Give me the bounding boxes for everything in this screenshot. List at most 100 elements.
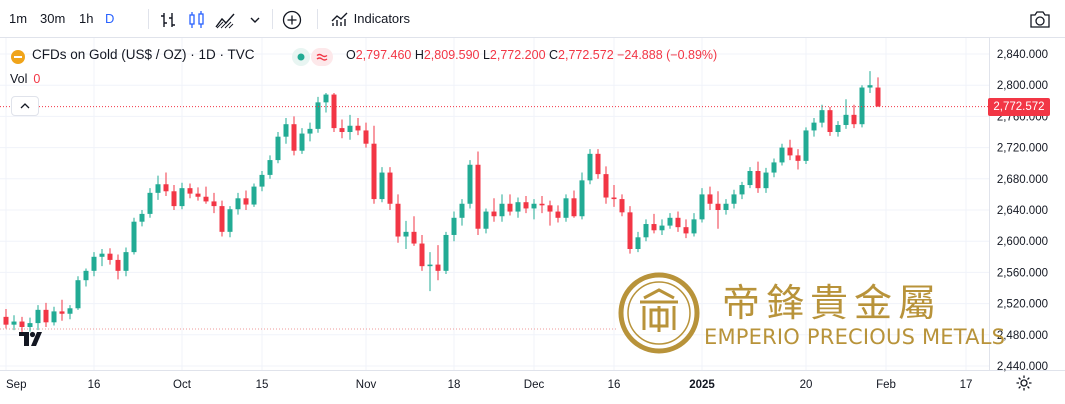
candle-body (595, 153, 601, 175)
candle-body (435, 264, 441, 271)
candle-body (475, 164, 481, 229)
candle-body (771, 162, 777, 173)
time-tick-label: Nov (356, 379, 377, 391)
market-open-indicator[interactable] (292, 48, 310, 66)
candle-body (555, 211, 561, 218)
candle-body (59, 311, 65, 314)
chevron-down-icon[interactable] (244, 9, 266, 31)
price-tick-label: 2,840.000 (997, 49, 1048, 61)
candle-body (387, 172, 393, 204)
price-tick-label: 2,800.000 (997, 80, 1048, 92)
high-value: 2,809.590 (423, 48, 480, 62)
candle-body (227, 209, 233, 232)
symbol-title[interactable]: CFDs on Gold (US$ / OZ) · 1D · TVC (32, 47, 255, 62)
candle-body (523, 202, 529, 209)
volume-legend[interactable]: Vol 0 (10, 72, 40, 86)
price-tick-label: 2,640.000 (997, 205, 1048, 217)
low-label: L (482, 48, 490, 62)
candle-body (355, 125, 361, 131)
toolbar-divider (272, 9, 273, 29)
interval-30m[interactable]: 30m (40, 11, 66, 26)
candle-body (803, 130, 809, 161)
tradingview-logo[interactable] (18, 330, 46, 348)
candle-body (299, 133, 305, 151)
candle-body (99, 253, 105, 257)
candle-body (483, 211, 489, 229)
candle-body (291, 124, 297, 151)
candle-body (67, 308, 73, 314)
candle-body (715, 203, 721, 210)
candle-body (507, 203, 513, 212)
candle-body (35, 309, 41, 324)
candle-body (675, 217, 681, 228)
camera-icon[interactable] (1028, 9, 1052, 31)
candle-body (875, 87, 881, 107)
top-toolbar: 1m 30m 1h D Indicators (0, 0, 1065, 38)
area-style-icon[interactable] (214, 9, 236, 31)
candle-body (115, 259, 121, 271)
candle-body (843, 114, 849, 125)
price-tick-label: 2,440.000 (997, 361, 1048, 373)
candle-body (819, 110, 825, 123)
price-tick-label: 2,480.000 (997, 330, 1048, 342)
delayed-data-badge[interactable] (311, 48, 333, 66)
open-label: O (346, 48, 356, 62)
candle-body (491, 211, 497, 217)
candle-body (195, 193, 201, 197)
candle-body (723, 203, 729, 210)
candle-body (363, 130, 369, 144)
gold-symbol-icon (11, 50, 25, 64)
candle-body (851, 114, 857, 125)
candle-body (379, 172, 385, 200)
emperio-logo-emblem (618, 272, 700, 354)
time-tick-label: 16 (608, 379, 621, 391)
candle-body (339, 128, 345, 132)
interval-1m[interactable]: 1m (9, 11, 28, 26)
interval-d[interactable]: D (105, 11, 115, 26)
price-tick-label: 2,600.000 (997, 236, 1048, 248)
bar-style-icon[interactable] (158, 9, 180, 31)
toolbar-divider (317, 9, 318, 29)
candle-body (467, 164, 473, 204)
time-tick-label: 16 (88, 379, 101, 391)
watermark-english: EMPERIO PRECIOUS METALS (704, 325, 1006, 349)
price-tick-label: 2,520.000 (997, 299, 1048, 311)
low-value: 2,772.200 (489, 48, 546, 62)
candle-body (707, 194, 713, 204)
candle-body (155, 184, 161, 193)
collapse-legend-button[interactable] (11, 96, 39, 116)
close-label: C (549, 48, 559, 62)
candle-body (395, 203, 401, 237)
time-tick-label: 18 (448, 379, 461, 391)
indicators-label: Indicators (353, 11, 410, 26)
candle-body (83, 270, 89, 281)
time-axis[interactable]: Sep 16 Oct 15 Nov 18 Dec 16 2025 20 Feb 17 (6, 379, 972, 391)
time-tick-label: Dec (524, 379, 545, 391)
candle-body (859, 87, 865, 125)
candle-body (691, 219, 697, 234)
candle-body (51, 311, 57, 323)
candles-style-icon[interactable] (186, 9, 208, 31)
candle-body (579, 180, 585, 217)
candle-body (571, 198, 577, 217)
candle-body (259, 174, 265, 187)
candle-body (635, 237, 641, 249)
candle-body (211, 201, 217, 207)
volume-label: Vol (10, 72, 28, 86)
candle-body (683, 227, 689, 234)
indicators-button[interactable]: Indicators (330, 9, 410, 29)
time-tick-label: Oct (173, 379, 192, 391)
candle-body (275, 136, 281, 161)
candle-body (411, 231, 417, 244)
candle-body (827, 110, 833, 132)
candle-body (203, 196, 209, 202)
candle-body (731, 194, 737, 204)
candle-body (427, 264, 433, 267)
add-compare-icon[interactable] (281, 9, 303, 31)
candle-body (539, 203, 545, 206)
axis-settings-icon[interactable] (1015, 374, 1033, 392)
candle-body (531, 203, 537, 209)
candle-body (171, 191, 177, 207)
candle-body (795, 155, 801, 161)
interval-1h[interactable]: 1h (79, 11, 94, 26)
